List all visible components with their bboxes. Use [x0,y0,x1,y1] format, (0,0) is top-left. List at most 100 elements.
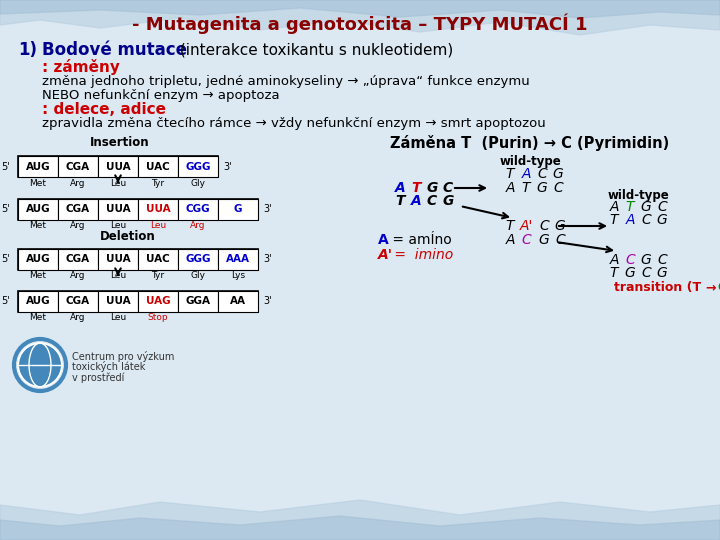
Text: G: G [553,167,563,181]
Text: T: T [610,213,618,227]
Text: Leu: Leu [110,272,126,280]
Polygon shape [0,0,720,18]
Bar [98,249,138,270]
Text: Arg: Arg [71,221,86,231]
Text: C: C [539,219,549,233]
Text: A': A' [519,219,533,233]
Text: Met: Met [30,314,47,322]
Text: G: G [536,181,547,195]
Text: CGA: CGA [66,205,90,214]
Text: G: G [554,219,565,233]
Text: AAA: AAA [226,254,250,265]
Text: A: A [505,181,515,195]
Text: UAG: UAG [145,296,171,307]
Text: =  imino: = imino [390,248,454,262]
Text: CGA: CGA [66,254,90,265]
Text: G: G [426,181,438,195]
Text: toxických látek: toxických látek [72,361,145,373]
Bar [58,156,98,177]
Polygon shape [0,516,720,540]
Text: T: T [610,266,618,280]
Text: Leu: Leu [110,314,126,322]
Text: NEBO nefunkční enzym → apoptoza: NEBO nefunkční enzym → apoptoza [42,89,279,102]
Text: C: C [443,181,453,195]
Bar [58,199,98,220]
Text: : delece, adice: : delece, adice [42,103,166,118]
Text: C: C [427,194,437,208]
Text: CGA: CGA [66,296,90,307]
Text: AUG: AUG [26,161,50,172]
Text: v prostředí: v prostředí [72,373,125,383]
Text: - Mutagenita a genotoxicita – TYPY MUTACÍ 1: - Mutagenita a genotoxicita – TYPY MUTAC… [132,14,588,34]
Text: G: G [657,266,667,280]
Bar [98,291,138,312]
Text: 5': 5' [1,161,10,172]
Polygon shape [0,500,720,540]
Text: wild-type: wild-type [499,156,561,168]
Bar [138,156,178,177]
Text: Insertion: Insertion [90,136,150,148]
Text: Arg: Arg [190,221,206,231]
Text: (interakce toxikantu s nukleotidem): (interakce toxikantu s nukleotidem) [175,43,454,57]
Text: 5': 5' [1,296,10,307]
Text: C: C [521,233,531,247]
Text: A: A [378,233,389,247]
Text: Bodové mutace: Bodové mutace [42,41,187,59]
Text: G: G [539,233,549,247]
Text: C: C [555,233,565,247]
Text: G: G [234,205,242,214]
Text: UUA: UUA [106,161,130,172]
Bar [98,156,138,177]
Text: A: A [410,194,421,208]
Text: AA: AA [230,296,246,307]
Text: 3': 3' [223,161,232,172]
Bar [18,249,258,270]
Text: Deletion: Deletion [100,231,156,244]
Text: CGG: CGG [186,205,210,214]
Text: Centrum pro výzkum: Centrum pro výzkum [72,350,174,361]
Bar [178,249,218,270]
Text: Lys: Lys [231,272,245,280]
Bar [18,156,218,177]
Text: A: A [609,253,618,267]
Bar [18,291,58,312]
Bar [138,291,178,312]
Text: C: C [641,213,651,227]
Text: Arg: Arg [71,179,86,187]
Text: zpravidla změna čtecího rámce → vždy nefunkční enzym → smrt apoptozou: zpravidla změna čtecího rámce → vždy nef… [42,118,546,131]
Text: C: C [625,253,635,267]
Text: A: A [395,181,405,195]
Text: T: T [522,181,530,195]
Text: : záměny: : záměny [42,59,120,75]
Bar [138,249,178,270]
Text: Leu: Leu [110,221,126,231]
Bar [218,249,258,270]
Bar [18,199,58,220]
Text: Tyr: Tyr [151,272,165,280]
Text: = amÍno: = amÍno [388,233,451,247]
Text: 5': 5' [1,205,10,214]
Text: 3': 3' [263,254,271,265]
Text: Arg: Arg [71,272,86,280]
Bar [138,199,178,220]
Text: Gly: Gly [191,272,205,280]
Text: Arg: Arg [71,314,86,322]
Text: UUA: UUA [106,205,130,214]
Text: G: G [442,194,454,208]
Text: Gly: Gly [191,179,205,187]
Text: T: T [411,181,420,195]
Text: změna jednoho tripletu, jedné aminokyseliny → „úprava“ funkce enzymu: změna jednoho tripletu, jedné aminokysel… [42,76,530,89]
Bar [18,199,258,220]
Text: C): C) [717,281,720,294]
Bar [98,199,138,220]
Text: Tyr: Tyr [151,179,165,187]
Text: transition (T: transition (T [614,281,701,294]
Text: Leu: Leu [150,221,166,231]
Text: CGA: CGA [66,161,90,172]
Bar [58,291,98,312]
Text: 3': 3' [263,205,271,214]
Text: Met: Met [30,179,47,187]
Text: AUG: AUG [26,296,50,307]
Text: T: T [626,200,634,214]
Text: T: T [505,219,514,233]
